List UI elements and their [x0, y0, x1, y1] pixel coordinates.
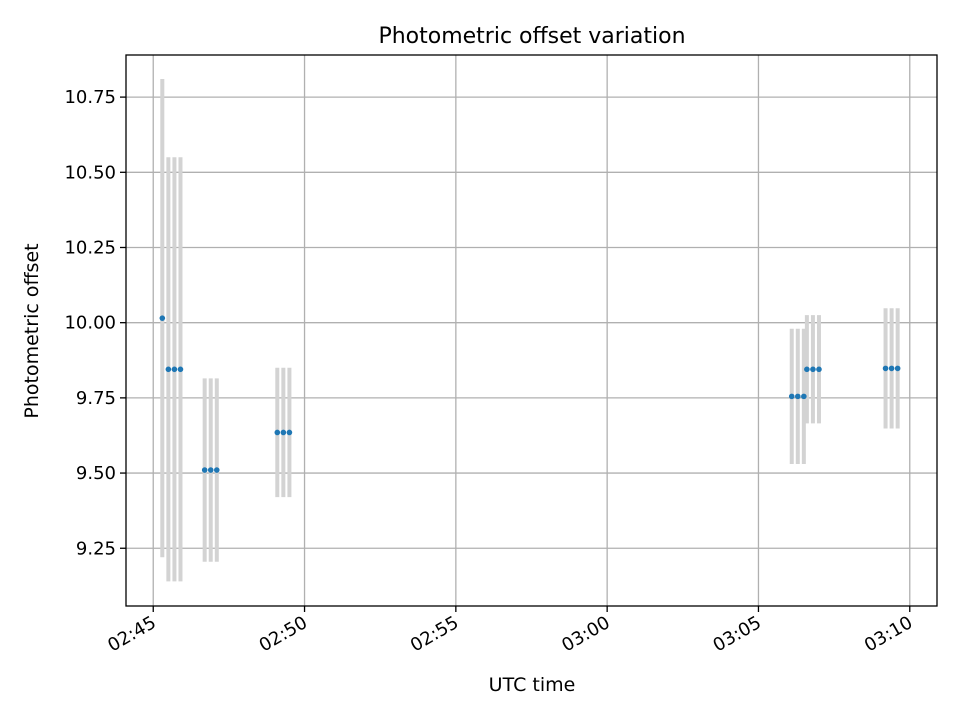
point-layer [159, 315, 901, 473]
y-tick-label: 10.75 [64, 87, 116, 108]
y-tick-label: 10.25 [64, 237, 116, 258]
x-axis-title: UTC time [489, 674, 576, 696]
data-point [882, 365, 889, 372]
y-tick-label: 9.25 [76, 538, 116, 559]
data-point [794, 393, 801, 400]
y-tick-label: 10.00 [64, 313, 116, 334]
data-point [816, 366, 822, 373]
data-point [894, 365, 901, 372]
data-point [810, 366, 816, 373]
plot-frame [125, 54, 938, 607]
data-point [280, 429, 287, 436]
data-point [788, 393, 795, 400]
data-point [201, 467, 208, 473]
data-point [804, 366, 810, 373]
data-point [274, 429, 281, 436]
y-tick-label: 9.50 [76, 463, 116, 484]
data-point [888, 365, 895, 372]
data-point [159, 315, 166, 321]
chart-title: Photometric offset variation [378, 24, 685, 49]
grid-layer [126, 55, 937, 606]
data-point [165, 366, 172, 373]
y-tick-label: 10.50 [64, 162, 116, 183]
data-point [177, 366, 184, 373]
y-axis-title: Photometric offset [21, 243, 43, 418]
y-tick-label: 9.75 [76, 388, 116, 409]
data-point [213, 467, 220, 473]
data-point [286, 429, 293, 436]
data-point [171, 366, 178, 373]
data-point [801, 393, 807, 400]
data-point [207, 467, 214, 473]
